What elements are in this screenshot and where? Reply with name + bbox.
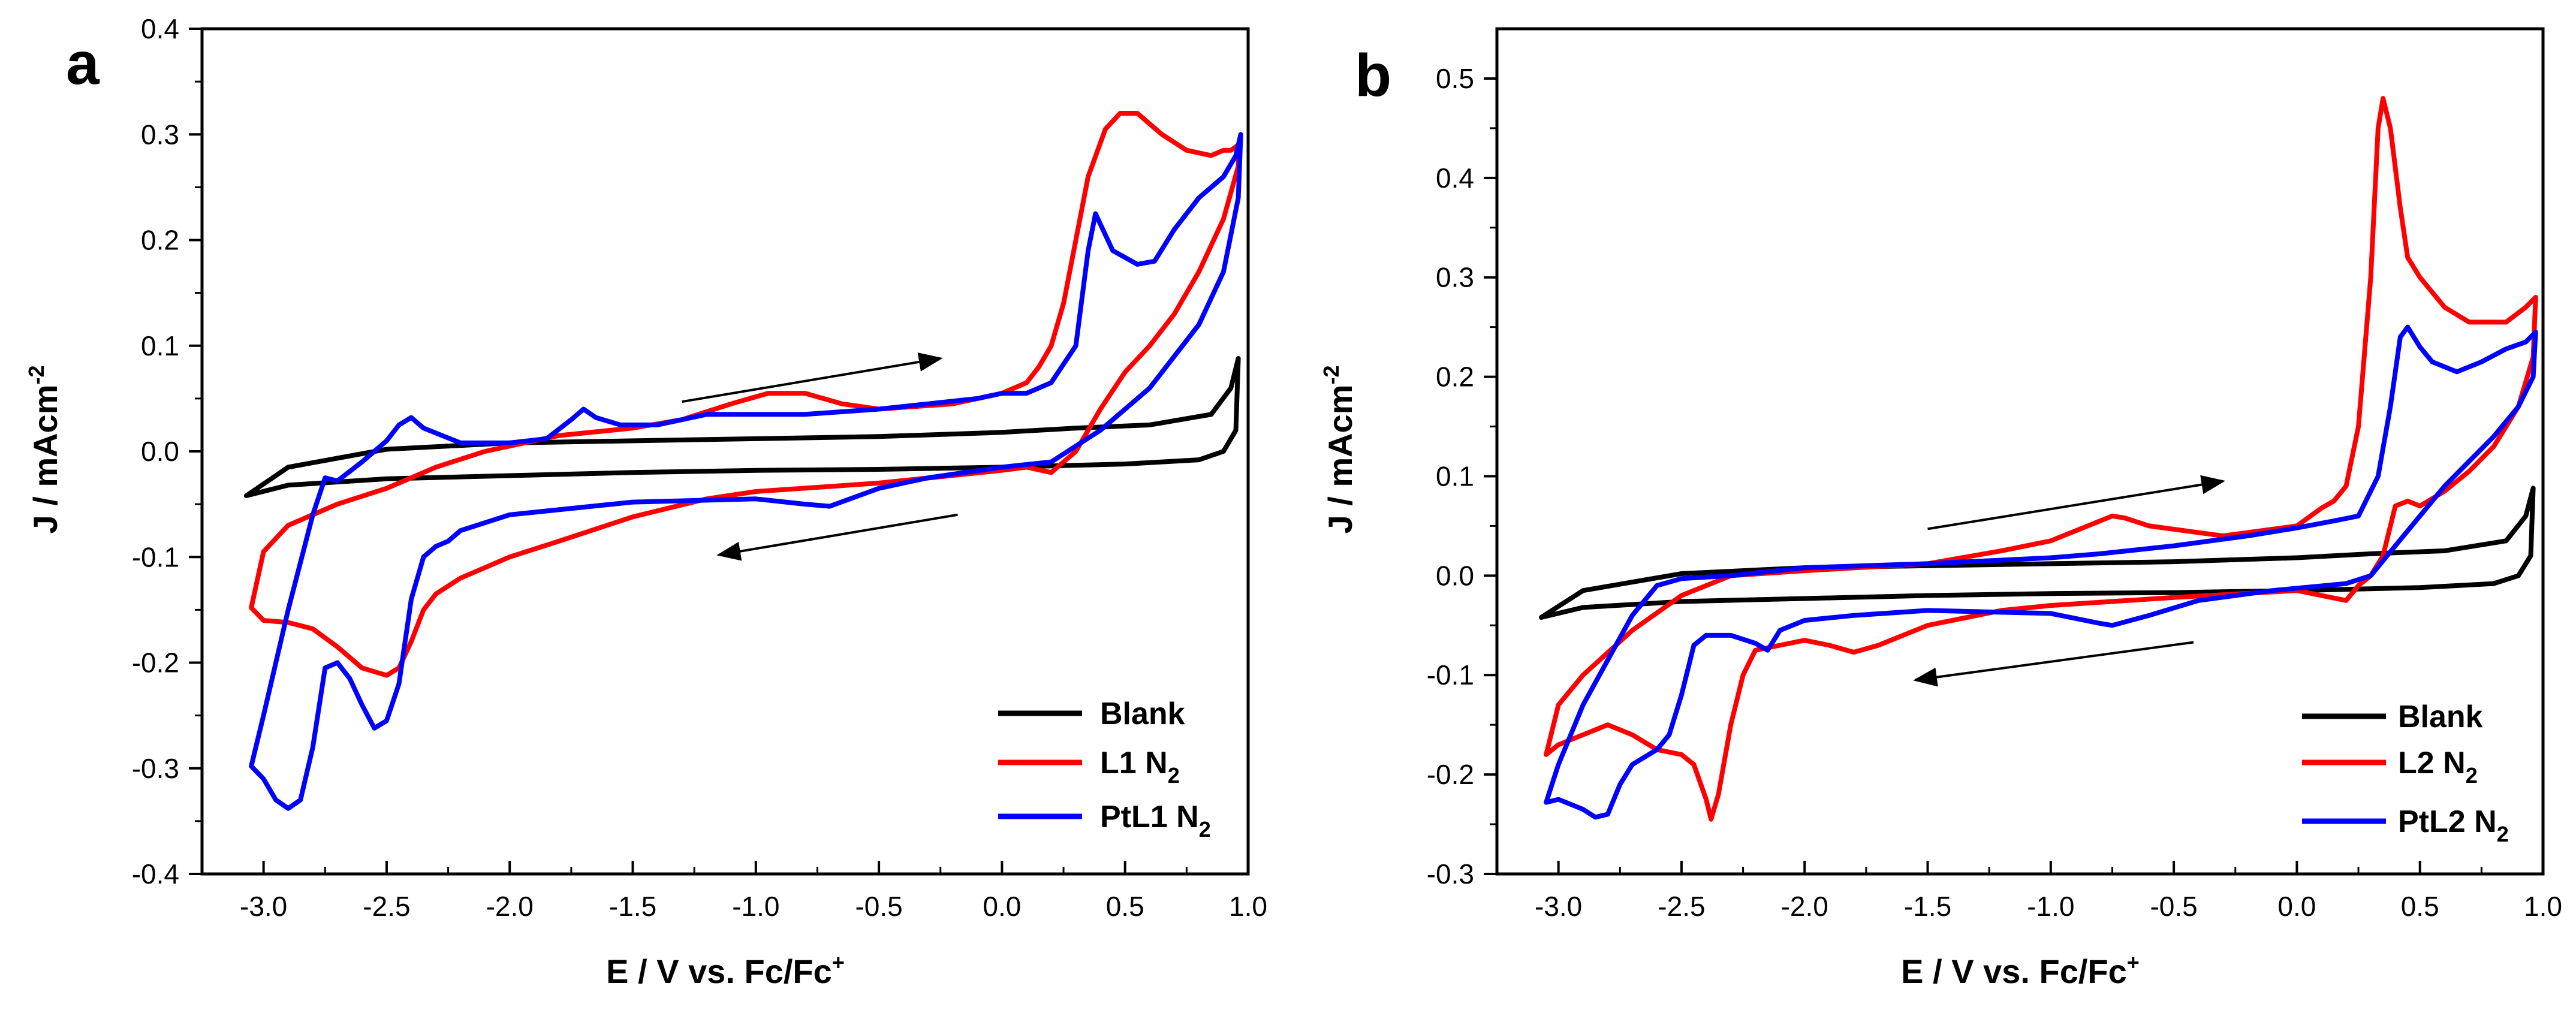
panel-b-y-tick-label: -0.2 (1427, 759, 1474, 790)
panel-b-x-tick-label: -0.5 (2150, 891, 2197, 922)
panel-a-y-tick-label: -0.1 (132, 541, 179, 572)
panel-b: b -3.0 -2.5 -2.0 -1.5 -1.0 -0.5 0.0 0.5 1.0-0.3-… (1319, 27, 2562, 990)
panel-a: a -3.0 -2.5 -2.0 -1.5 -1.0 -0.5 0.0 0.5 1.0-0.4-… (24, 13, 1267, 990)
panel-b-x-tick-label: 0.5 (2401, 891, 2439, 922)
panel-b-x-tick-label: -1.0 (2027, 891, 2074, 922)
panel-a-arrows (682, 352, 958, 561)
panel-a-curves (243, 111, 1243, 811)
panel-a-y-tick-label: -0.3 (132, 753, 179, 784)
legend-label-l1: L1 N2 (1100, 746, 1180, 788)
panel-b-plot-frame (1495, 27, 2545, 876)
scan-direction-arrow-2 (716, 513, 958, 561)
legend-label-blank-text: Blank (2398, 700, 2483, 734)
panel-a-y-tick-label: 0.1 (141, 330, 179, 361)
panel-a-x-axis-title-text: E / V vs. Fc/Fc (606, 952, 832, 990)
panel-b-x-axis-title: E / V vs. Fc/Fc+ (1901, 950, 2140, 990)
panel-a-y-axis-title: J / mAcm-2 (24, 365, 64, 533)
panel-b-y-axis-title: J / mAcm-2 (1319, 365, 1359, 533)
scan-direction-arrow-1 (1927, 475, 2226, 530)
series-line-blank (243, 355, 1241, 498)
series-line-l1-n2 (249, 111, 1241, 678)
series-line-ptl1-n2 (249, 132, 1243, 811)
legend-label-ptl1-sub: 2 (1199, 817, 1211, 842)
panel-a-y-tick-label: 0.3 (141, 119, 179, 150)
series-line-l2-n2 (1544, 96, 2538, 822)
panel-b-x-tick-label: -1.5 (1904, 891, 1951, 922)
panel-b-y-axis-title-text: J / mAcm (1321, 385, 1359, 534)
panel-b-y-tick-label: -0.1 (1427, 659, 1474, 691)
scan-direction-arrow-1 (682, 352, 943, 403)
panel-a-legend: Blank L1 N2 PtL1 N2 (998, 697, 1211, 842)
scan-direction-arrow-2 (1913, 641, 2194, 687)
legend-label-blank: Blank (1100, 697, 1185, 731)
legend-label-l2-sub: 2 (2466, 763, 2478, 788)
panel-b-arrows (1913, 475, 2226, 687)
legend-label-blank: Blank (2398, 700, 2483, 734)
panel-a-x-tick-label: 0.5 (1106, 891, 1144, 922)
legend-label-l1-text: L1 N (1100, 746, 1168, 780)
panel-a-y-tick-label: -0.4 (132, 858, 179, 890)
panel-a-x-tick-label: 1.0 (1229, 891, 1267, 922)
panel-b-x-tick-label: -2.5 (1658, 891, 1705, 922)
series-line-ptl2-n2 (1544, 324, 2538, 820)
panel-a-y-tick-label: 0.4 (141, 13, 179, 44)
panel-a-x-tick-label: -0.5 (855, 891, 902, 922)
panel-a-y-axis-title-text: J / mAcm (26, 385, 64, 534)
panel-b-y-tick-label: 0.3 (1436, 262, 1474, 293)
panel-a-y-tick-label: 0.2 (141, 225, 179, 256)
panel-a-x-axis-title-sup: + (832, 950, 845, 975)
panel-b-x-tick-label: -2.0 (1781, 891, 1828, 922)
panel-a-y-axis-title-sup: -2 (24, 365, 49, 384)
panel-b-x-axis-title-sup: + (2127, 950, 2140, 975)
legend-label-l2-text: L2 N (2398, 746, 2466, 780)
panel-a-x-tick-label: 0.0 (983, 891, 1021, 922)
panel-b-x-tick-label: 1.0 (2524, 891, 2562, 922)
legend-label-l2: L2 N2 (2398, 746, 2478, 788)
panel-a-x-tick-label: -1.5 (609, 891, 656, 922)
panel-b-y-tick-label: 0.1 (1436, 460, 1474, 492)
panel-a-x-tick-label: -2.5 (363, 891, 410, 922)
legend-label-ptl2: PtL2 N2 (2398, 804, 2509, 846)
panel-b-y-tick-label: 0.4 (1436, 162, 1474, 194)
panel-b-axes: -3.0 -2.5 -2.0 -1.5 -1.0 -0.5 0.0 0.5 1.0 -0.3 -0.… (1427, 63, 2562, 922)
legend-label-l1-sub: 2 (1168, 763, 1180, 788)
panel-a-x-tick-label: -1.0 (732, 891, 779, 922)
panel-a-x-tick-label: -3.0 (240, 891, 287, 922)
panel-b-x-axis-title-text: E / V vs. Fc/Fc (1901, 952, 2127, 990)
panel-a-plot-frame (200, 27, 1250, 876)
panel-a-x-axis-title: E / V vs. Fc/Fc+ (606, 950, 845, 990)
legend-label-ptl1-text: PtL1 N (1100, 800, 1199, 834)
panel-b-letter: b (1355, 42, 1391, 109)
panel-b-x-tick-label: -3.0 (1535, 891, 1582, 922)
legend-label-ptl1: PtL1 N2 (1100, 800, 1211, 842)
panel-b-y-tick-label: -0.3 (1427, 858, 1474, 890)
legend-label-ptl2-text: PtL2 N (2398, 804, 2497, 839)
panel-b-y-tick-label: 0.5 (1436, 63, 1474, 94)
panel-b-curves (1538, 96, 2538, 822)
panel-b-y-tick-label: 0.2 (1436, 361, 1474, 393)
panel-b-legend: Blank L2 N2 PtL2 N2 (2302, 700, 2509, 846)
legend-label-blank-text: Blank (1100, 697, 1185, 731)
panel-a-y-tick-label: -0.2 (132, 647, 179, 679)
panel-b-y-axis-title-sup: -2 (1319, 365, 1343, 384)
panel-a-letter: a (66, 30, 100, 97)
panel-a-x-tick-label: -2.0 (486, 891, 534, 922)
panel-b-x-tick-label: 0.0 (2277, 891, 2316, 922)
panel-a-y-tick-label: 0.0 (141, 436, 179, 467)
panel-b-y-tick-label: 0.0 (1436, 560, 1474, 591)
panel-a-axes: -3.0 -2.5 -2.0 -1.5 -1.0 -0.5 0.0 0.5 1.0 -0.4 -0.… (132, 13, 1267, 922)
legend-label-ptl2-sub: 2 (2497, 822, 2509, 846)
